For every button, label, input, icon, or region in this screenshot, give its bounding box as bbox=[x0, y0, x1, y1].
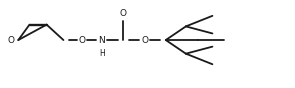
Text: O: O bbox=[8, 36, 15, 45]
Text: O: O bbox=[78, 36, 86, 45]
Text: O: O bbox=[120, 9, 127, 18]
Text: O: O bbox=[141, 36, 148, 45]
Text: N: N bbox=[99, 36, 105, 45]
Text: H: H bbox=[99, 49, 105, 58]
